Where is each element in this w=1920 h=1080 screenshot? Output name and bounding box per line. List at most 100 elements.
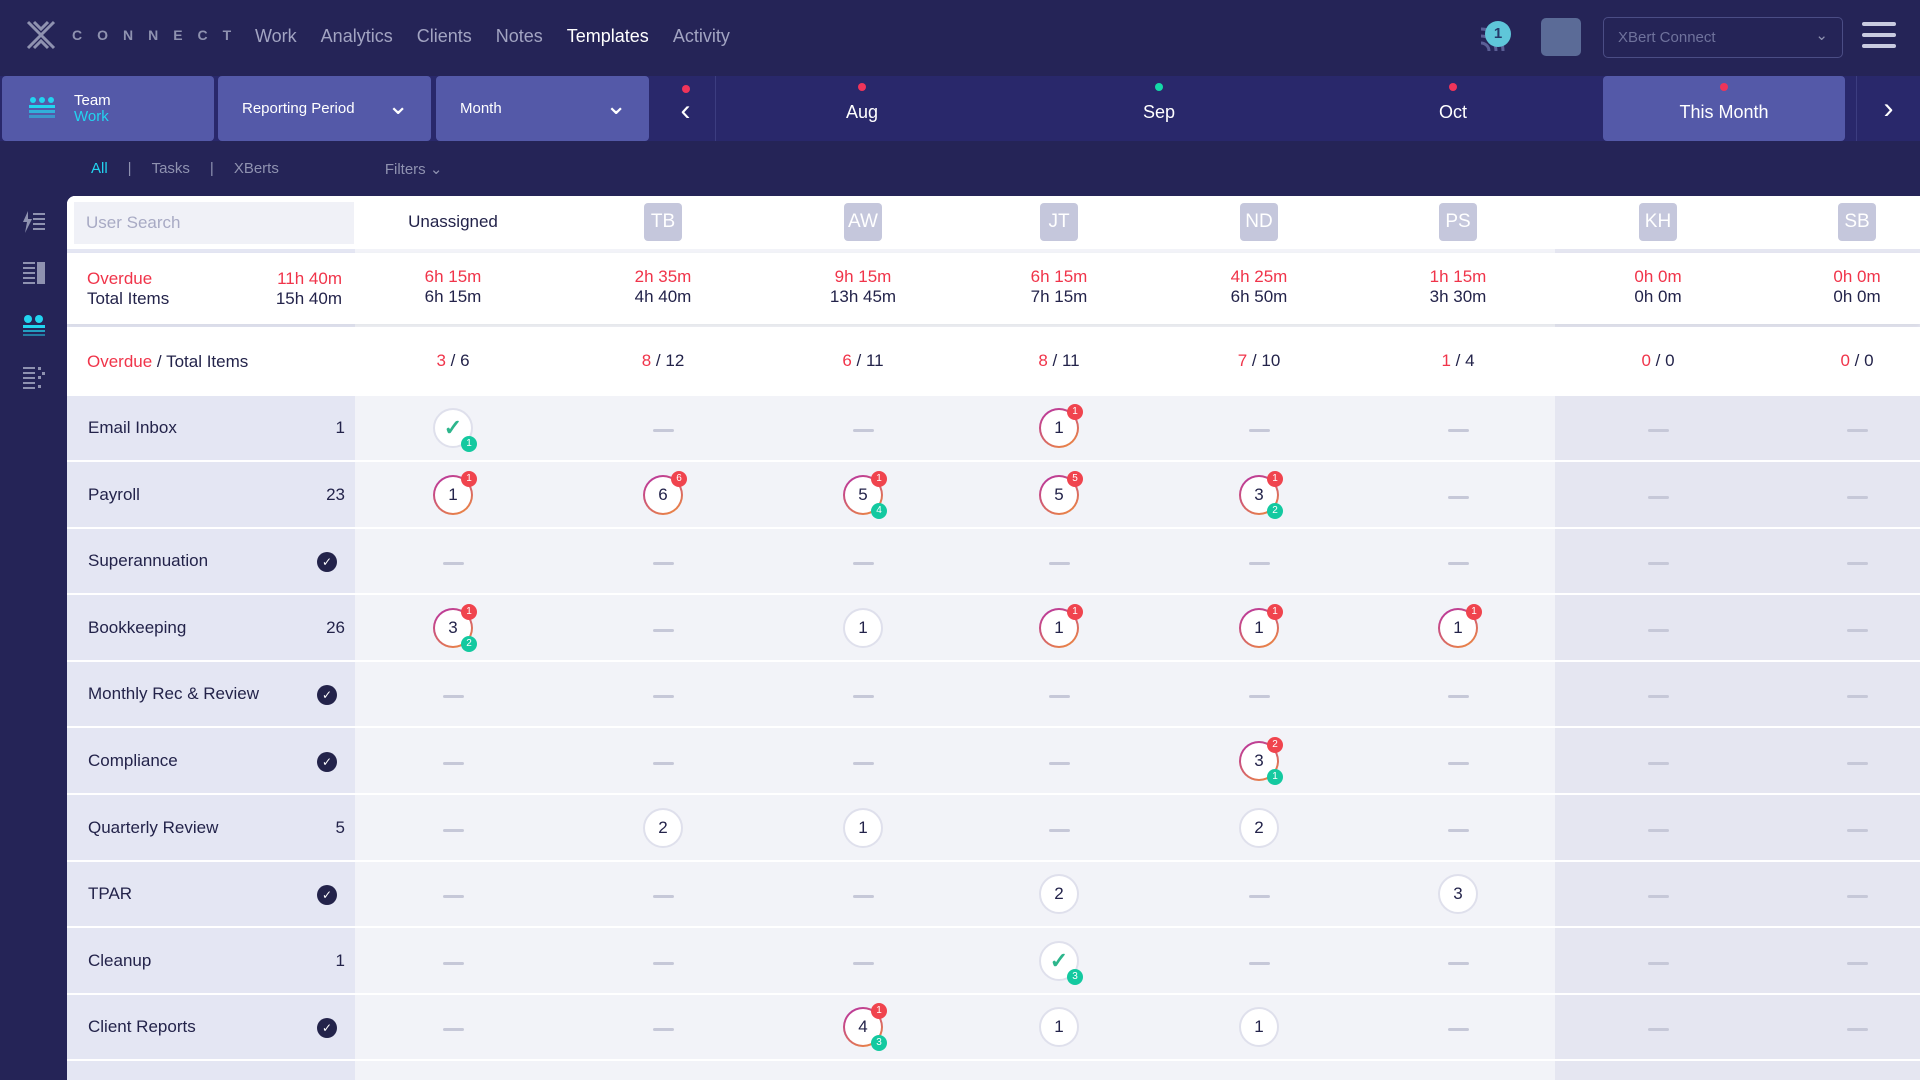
user-initials-avatar[interactable]: SB xyxy=(1838,203,1876,241)
task-label[interactable]: Monthly Rec & Review xyxy=(88,684,260,704)
task-label[interactable]: Payroll xyxy=(88,484,140,504)
task-count-circle[interactable]: 2 xyxy=(1039,874,1079,915)
period-bar: Team Work Reporting Period ⌄ Month ⌄ ‹ Aug … xyxy=(0,76,1920,141)
reporting-period-select[interactable]: Reporting Period ⌄ xyxy=(218,76,431,141)
nav-clients[interactable]: Clients xyxy=(416,26,472,46)
nav-work[interactable]: Work xyxy=(255,26,297,46)
month-aug[interactable]: Aug xyxy=(802,76,922,141)
completed-check-icon: ✓ xyxy=(317,684,337,705)
sidebar-item-list[interactable] xyxy=(0,248,67,300)
notification-badge[interactable]: 1 xyxy=(1485,21,1511,47)
user-initials-avatar[interactable]: TB xyxy=(644,203,682,241)
task-label[interactable]: Email Inbox xyxy=(88,418,177,437)
task-label[interactable]: TPAR xyxy=(88,884,133,904)
task-label[interactable]: Compliance xyxy=(88,751,178,770)
task-count-circle[interactable]: 1 xyxy=(843,607,883,648)
hamburger-menu-icon[interactable] xyxy=(1862,22,1896,55)
task-label[interactable]: Bookkeeping xyxy=(88,617,187,637)
filter-tasks[interactable]: Tasks xyxy=(151,160,190,177)
task-cell xyxy=(568,752,758,770)
period-select[interactable]: Month ⌄ xyxy=(436,76,649,141)
empty-dash xyxy=(1846,1028,1868,1032)
next-period-button[interactable]: › xyxy=(1856,76,1920,141)
filter-xberts[interactable]: XBerts xyxy=(233,160,279,177)
status-dot xyxy=(858,83,866,91)
empty-dash xyxy=(1248,429,1270,432)
sidebar-item-grid[interactable] xyxy=(0,352,67,404)
user-initials-avatar[interactable]: KH xyxy=(1639,203,1677,241)
empty-dash xyxy=(442,695,464,699)
task-count-circle[interactable]: 2 xyxy=(1239,807,1279,848)
user-initials-avatar[interactable]: AW xyxy=(844,203,882,241)
column-header: SB xyxy=(1762,203,1920,241)
prev-period-button[interactable]: ‹ xyxy=(656,76,716,141)
task-cell xyxy=(1363,752,1553,770)
team-work-button[interactable]: Team Work xyxy=(2,76,214,141)
nav-notes[interactable]: Notes xyxy=(495,26,543,46)
task-count-circle[interactable]: 1 xyxy=(1239,1007,1279,1048)
org-select[interactable]: XBert Connect ⌄ xyxy=(1603,17,1843,58)
task-count-circle[interactable]: ✓ 1 xyxy=(433,408,477,452)
empty-dash xyxy=(1447,1028,1469,1032)
check-icon: ✓ xyxy=(1049,947,1069,973)
task-count-circle[interactable]: 1 xyxy=(843,807,883,848)
nav-templates[interactable]: Templates xyxy=(566,26,649,46)
task-count-circle[interactable]: 1 xyxy=(1039,1007,1079,1048)
task-cell xyxy=(1363,952,1553,970)
sidebar-item-team[interactable] xyxy=(0,300,67,352)
task-label[interactable]: Superannuation xyxy=(88,551,209,571)
left-sidebar xyxy=(0,196,67,404)
overdue-badge: 2 xyxy=(1267,737,1283,753)
task-cell xyxy=(768,752,958,770)
task-label[interactable]: Quarterly Review xyxy=(88,817,219,837)
table-row: Compliance ✓ 3 2 1 xyxy=(67,729,1920,795)
user-avatar[interactable] xyxy=(1541,18,1581,56)
task-cell xyxy=(1363,1018,1553,1036)
task-count-circle[interactable]: ✓ 3 xyxy=(1039,940,1083,985)
filters-dropdown[interactable]: Filters ⌄ xyxy=(384,161,443,178)
month-sep[interactable]: Sep xyxy=(1099,76,1219,141)
nav-activity[interactable]: Activity xyxy=(672,26,730,46)
task-cell xyxy=(1762,685,1920,703)
top-nav: CONNECT Work Analytics Clients Notes Templat… xyxy=(0,0,1920,74)
nav-analytics[interactable]: Analytics xyxy=(320,26,393,46)
task-label[interactable]: Cleanup xyxy=(88,950,152,970)
user-initials-avatar[interactable]: JT xyxy=(1040,203,1078,241)
empty-dash xyxy=(1248,895,1270,899)
month-this-month[interactable]: This Month xyxy=(1603,76,1845,141)
empty-dash xyxy=(442,562,464,566)
sidebar-item-tasks[interactable] xyxy=(0,196,67,248)
filter-all[interactable]: All xyxy=(91,160,108,177)
task-count-circle[interactable]: 2 xyxy=(643,807,683,848)
status-dot xyxy=(1155,83,1163,91)
completed-check-icon: ✓ xyxy=(317,551,337,572)
user-initials-avatar[interactable]: PS xyxy=(1439,203,1477,241)
column-header: ND xyxy=(1164,203,1354,241)
task-cell xyxy=(1563,1018,1753,1036)
task-cell xyxy=(568,1018,758,1036)
main-nav: Work Analytics Clients Notes Templates Activi… xyxy=(255,26,730,47)
user-search-input[interactable]: User Search xyxy=(74,202,354,244)
task-count-circle[interactable]: 3 xyxy=(1438,874,1478,915)
task-cell xyxy=(1363,419,1553,437)
month-oct[interactable]: Oct xyxy=(1393,76,1513,141)
empty-dash xyxy=(1248,961,1270,965)
task-label[interactable]: Client Reports xyxy=(88,1017,196,1037)
task-cell xyxy=(1563,752,1753,770)
empty-dash xyxy=(1647,628,1669,632)
logo[interactable]: CONNECT xyxy=(26,20,246,50)
user-initials-avatar[interactable]: ND xyxy=(1240,203,1278,241)
